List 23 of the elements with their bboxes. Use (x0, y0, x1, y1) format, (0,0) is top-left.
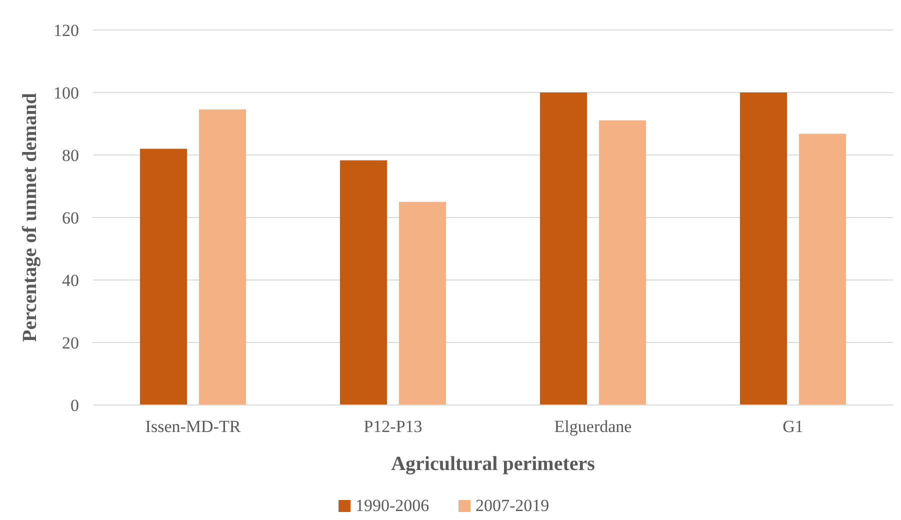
y-tick-label: 0 (70, 396, 79, 415)
x-tick-label: Issen-MD-TR (145, 417, 242, 436)
y-tick-label: 80 (62, 146, 79, 165)
legend-label: 1990-2006 (356, 496, 430, 515)
y-tick-label: 100 (54, 83, 79, 102)
bar (799, 134, 846, 405)
bar (540, 92, 587, 405)
bar (340, 160, 387, 405)
y-tick-label: 40 (62, 270, 79, 290)
y-tick-label: 60 (62, 208, 79, 228)
y-tick-label: 120 (54, 20, 79, 40)
bar (599, 120, 646, 405)
x-tick-label: P12-P13 (364, 417, 422, 436)
y-tick-label: 20 (62, 333, 79, 352)
bar (199, 109, 246, 405)
bar (399, 202, 446, 405)
bar (140, 148, 187, 405)
y-axis-title: Percentage of unmet demand (19, 92, 41, 342)
bar (740, 92, 787, 405)
x-tick-label: G1 (782, 417, 804, 436)
legend-label: 2007-2019 (476, 496, 550, 515)
x-axis-title: Agricultural perimeters (391, 453, 596, 475)
x-tick-label: Elguerdane (554, 417, 632, 436)
